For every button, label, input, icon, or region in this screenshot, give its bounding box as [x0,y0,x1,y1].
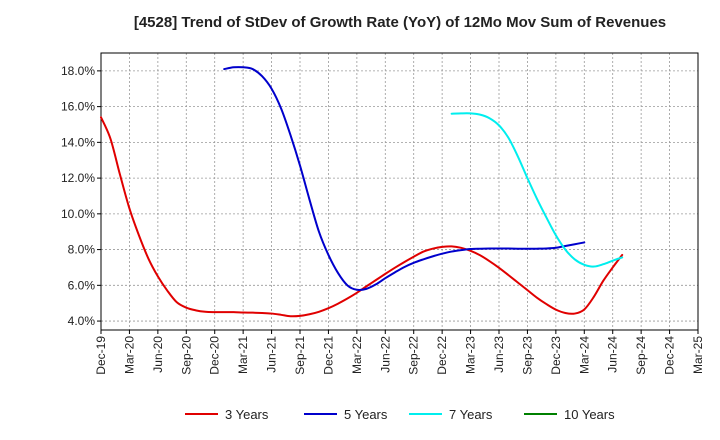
x-tick-label: Dec-23 [549,336,563,375]
y-tick-label: 6.0% [68,278,96,292]
x-tick-label: Jun-23 [492,336,506,373]
legend-label-3-years: 3 Years [225,407,269,422]
legend-label-5-years: 5 Years [344,407,388,422]
x-tick-label: Sep-21 [293,336,307,375]
x-tick-label: Mar-22 [350,336,364,374]
x-tick-label: Jun-21 [265,336,279,373]
x-tick-label: Jun-20 [151,336,165,373]
y-tick-label: 4.0% [68,314,96,328]
x-tick-label: Mar-21 [236,336,250,374]
series-line-3-years [100,116,624,318]
y-tick-label: 10.0% [61,207,95,221]
legend: 3 Years 5 Years 7 Years 10 Years [185,407,615,422]
y-tick-label: 8.0% [68,243,96,257]
x-tick-label: Mar-25 [691,336,705,374]
x-tick-label: Jun-22 [378,336,392,373]
grid [101,53,698,330]
y-tick-label: 14.0% [61,135,95,149]
x-tick-label: Sep-20 [179,336,193,375]
x-tick-label: Sep-24 [634,336,648,375]
y-tick-label: 18.0% [61,64,95,78]
x-tick-label: Sep-22 [407,336,421,375]
x-tick-label: Mar-20 [122,336,136,374]
y-axis: 4.0% 6.0% 8.0% 10.0% 12.0% 14.0% 16.0% 18.0% [61,64,101,328]
x-tick-label: Dec-21 [321,336,335,375]
plot-area [100,52,699,331]
series-lines [100,66,624,318]
series-line-7-years [450,112,624,268]
y-tick-label: 16.0% [61,100,95,114]
x-tick-label: Dec-19 [94,336,108,375]
x-tick-label: Dec-22 [435,336,449,375]
legend-label-7-years: 7 Years [449,407,493,422]
x-tick-label: Sep-23 [520,336,534,375]
y-tick-label: 12.0% [61,171,95,185]
series-line-5-years [223,66,586,292]
x-tick-label: Dec-20 [208,336,222,375]
legend-label-10-years: 10 Years [564,407,615,422]
x-tick-label: Jun-24 [606,336,620,373]
x-tick-label: Dec-24 [663,336,677,375]
chart-title: [4528] Trend of StDev of Growth Rate (Yo… [134,14,666,31]
x-axis: Dec-19 Mar-20 Jun-20 Sep-20 Dec-20 Mar-21 Jun-… [94,330,705,375]
x-tick-label: Mar-23 [464,336,478,374]
x-tick-label: Mar-24 [577,336,591,374]
